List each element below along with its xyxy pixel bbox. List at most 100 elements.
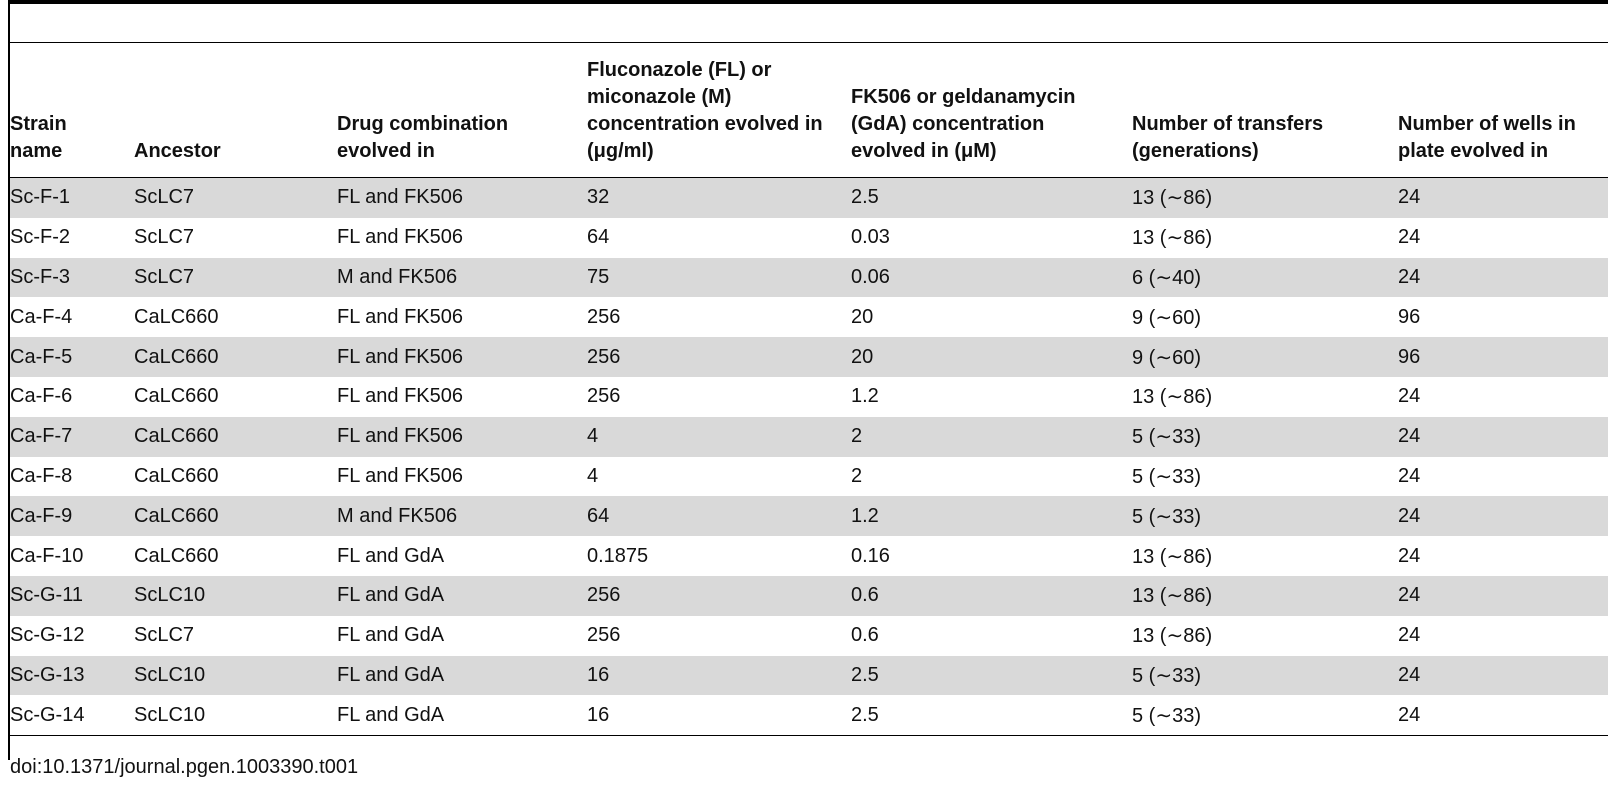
cell-wells: 24 — [1398, 496, 1608, 537]
cell-transfers: 5 (∼33) — [1132, 655, 1398, 696]
cell-transfers: 9 (∼60) — [1132, 306, 1202, 329]
cell-strain-name: Ca-F-6 — [10, 385, 73, 408]
cell-ancestor: CaLC660 — [134, 496, 337, 537]
cell-wells: 96 — [1398, 337, 1608, 377]
cell-ancestor: CaLC660 — [134, 337, 337, 377]
cell-fl-m-concentration: 256 — [587, 575, 851, 616]
cell-fl-m-concentration: 32 — [587, 177, 851, 218]
table-row: Ca-F-10 CaLC660 FL and GdA 0.1875 0.16 13 (∼8… — [10, 536, 1608, 576]
cell-ancestor: CaLC660 — [134, 416, 337, 457]
cell-drug-combination: FL and FK506 — [337, 177, 587, 218]
col-header-fk506-gda-concentration: FK506 or geldanamycin (GdA) concentratio… — [851, 43, 1132, 178]
cell-fk506-gda-concentration: 0.03 — [851, 226, 890, 249]
table-row: Ca-F-9 CaLC660 M and FK506 64 1.2 5 (∼33) 24 — [10, 496, 1608, 537]
cell-wells: 24 — [1398, 257, 1608, 298]
cell-strain-name: Sc-G-14 — [10, 695, 134, 737]
cell-ancestor: CaLC660 — [134, 544, 219, 567]
cell-transfers: 9 (∼60) — [1132, 337, 1398, 377]
col-header-number-of-wells: Number of wells in plate evolved in — [1398, 43, 1608, 178]
cell-fl-m-concentration: 256 — [587, 385, 621, 408]
cell-drug-combination: FL and FK506 — [337, 385, 464, 408]
cell-fl-m-concentration: 16 — [587, 655, 851, 696]
cell-strain-name: Ca-F-7 — [10, 416, 134, 457]
table-row: Sc-G-14 ScLC10 FL and GdA 16 2.5 5 (∼33) 24 — [10, 695, 1608, 737]
cell-wells: 24 — [1398, 385, 1421, 408]
cell-ancestor: ScLC10 — [134, 575, 337, 616]
col-header-ancestor: Ancestor — [134, 43, 337, 178]
cell-transfers: 6 (∼40) — [1132, 257, 1398, 298]
doi-caption: doi:10.1371/journal.pgen.1003390.t001 — [10, 756, 359, 778]
cell-drug-combination: FL and GdA — [337, 695, 587, 737]
cell-ancestor: ScLC10 — [134, 695, 337, 737]
table-row: Ca-F-7 CaLC660 FL and FK506 4 2 5 (∼33) 24 — [10, 416, 1608, 457]
cell-fl-m-concentration: 75 — [587, 257, 851, 298]
cell-strain-name: Sc-G-13 — [10, 655, 134, 696]
table-row: Sc-G-11 ScLC10 FL and GdA 256 0.6 13 (∼86) 24 — [10, 575, 1608, 616]
cell-fk506-gda-concentration: 0.6 — [851, 575, 1132, 616]
cell-ancestor: ScLC7 — [134, 624, 195, 647]
cell-wells: 24 — [1398, 624, 1421, 647]
cell-drug-combination: FL and GdA — [337, 624, 445, 647]
cell-drug-combination: FL and GdA — [337, 575, 587, 616]
cell-transfers: 13 (∼86) — [1132, 227, 1213, 250]
cell-strain-name: Sc-F-3 — [10, 257, 134, 298]
cell-strain-name: Ca-F-5 — [10, 337, 134, 377]
cell-transfers: 5 (∼33) — [1132, 695, 1398, 737]
cell-wells: 96 — [1398, 305, 1421, 328]
cell-fl-m-concentration: 256 — [587, 624, 621, 647]
col-header-fl-m-concentration: Fluconazole (FL) or miconazole (M) conce… — [587, 43, 851, 178]
col-header-strain-name: Strain name — [10, 43, 134, 178]
cell-fk506-gda-concentration: 2.5 — [851, 655, 1132, 696]
cell-drug-combination: FL and GdA — [337, 655, 587, 696]
strain-table: Strain name Ancestor Drug combination ev… — [10, 43, 1608, 737]
cell-fk506-gda-concentration: 20 — [851, 305, 874, 328]
cell-transfers: 13 (∼86) — [1132, 545, 1213, 568]
cell-fl-m-concentration: 256 — [587, 337, 851, 377]
cell-fk506-gda-concentration: 1.2 — [851, 496, 1132, 537]
cell-drug-combination: FL and FK506 — [337, 416, 587, 457]
cell-fl-m-concentration: 64 — [587, 226, 610, 249]
table-row: Ca-F-4 CaLC660 FL and FK506 256 20 9 (∼60) 96 — [10, 297, 1608, 337]
cell-transfers: 13 (∼86) — [1132, 386, 1213, 409]
cell-fk506-gda-concentration: 20 — [851, 337, 1132, 377]
cell-wells: 24 — [1398, 177, 1608, 218]
cell-fk506-gda-concentration: 0.6 — [851, 624, 879, 647]
cell-fk506-gda-concentration: 2.5 — [851, 177, 1132, 218]
cell-strain-name: Ca-F-10 — [10, 544, 84, 567]
cell-strain-name: Ca-F-8 — [10, 464, 73, 487]
cell-fk506-gda-concentration: 1.2 — [851, 385, 879, 408]
cell-wells: 24 — [1398, 464, 1421, 487]
cell-fk506-gda-concentration: 0.06 — [851, 257, 1132, 298]
cell-wells: 24 — [1398, 575, 1608, 616]
cell-ancestor: CaLC660 — [134, 385, 219, 408]
cell-transfers: 5 (∼33) — [1132, 465, 1202, 488]
table-row: Ca-F-5 CaLC660 FL and FK506 256 20 9 (∼60) 96 — [10, 337, 1608, 377]
cell-drug-combination: FL and FK506 — [337, 464, 464, 487]
table-row: Sc-G-13 ScLC10 FL and GdA 16 2.5 5 (∼33) 24 — [10, 655, 1608, 696]
header-row: Strain name Ancestor Drug combination ev… — [10, 43, 1608, 178]
cell-ancestor: ScLC7 — [134, 177, 337, 218]
cell-drug-combination: M and FK506 — [337, 257, 587, 298]
cell-fl-m-concentration: 0.1875 — [587, 544, 649, 567]
cell-strain-name: Sc-F-2 — [10, 226, 70, 249]
col-header-drug-combination: Drug combination evolved in — [337, 43, 587, 178]
cell-ancestor: ScLC7 — [134, 257, 337, 298]
cell-fk506-gda-concentration: 2.5 — [851, 695, 1132, 737]
cell-ancestor: ScLC7 — [134, 226, 195, 249]
header-rule — [10, 42, 1608, 43]
cell-drug-combination: FL and FK506 — [337, 226, 464, 249]
table-row: Sc-F-1 ScLC7 FL and FK506 32 2.5 13 (∼86) 24 — [10, 177, 1608, 218]
table-row: Sc-F-2 ScLC7 FL and FK506 64 0.03 13 (∼86) 24 — [10, 218, 1608, 258]
cell-fl-m-concentration: 256 — [587, 305, 621, 328]
top-rule — [10, 0, 1608, 4]
cell-fl-m-concentration: 64 — [587, 496, 851, 537]
cell-strain-name: Sc-G-11 — [10, 575, 134, 616]
cell-drug-combination: M and FK506 — [337, 496, 587, 537]
table-row: Sc-F-3 ScLC7 M and FK506 75 0.06 6 (∼40) 24 — [10, 257, 1608, 298]
table-body: Sc-F-1 ScLC7 FL and FK506 32 2.5 13 (∼86) 24 Sc… — [10, 177, 1608, 737]
cell-transfers: 13 (∼86) — [1132, 177, 1398, 218]
cell-drug-combination: FL and GdA — [337, 544, 445, 567]
cell-transfers: 5 (∼33) — [1132, 496, 1398, 537]
cell-fl-m-concentration: 4 — [587, 416, 851, 457]
